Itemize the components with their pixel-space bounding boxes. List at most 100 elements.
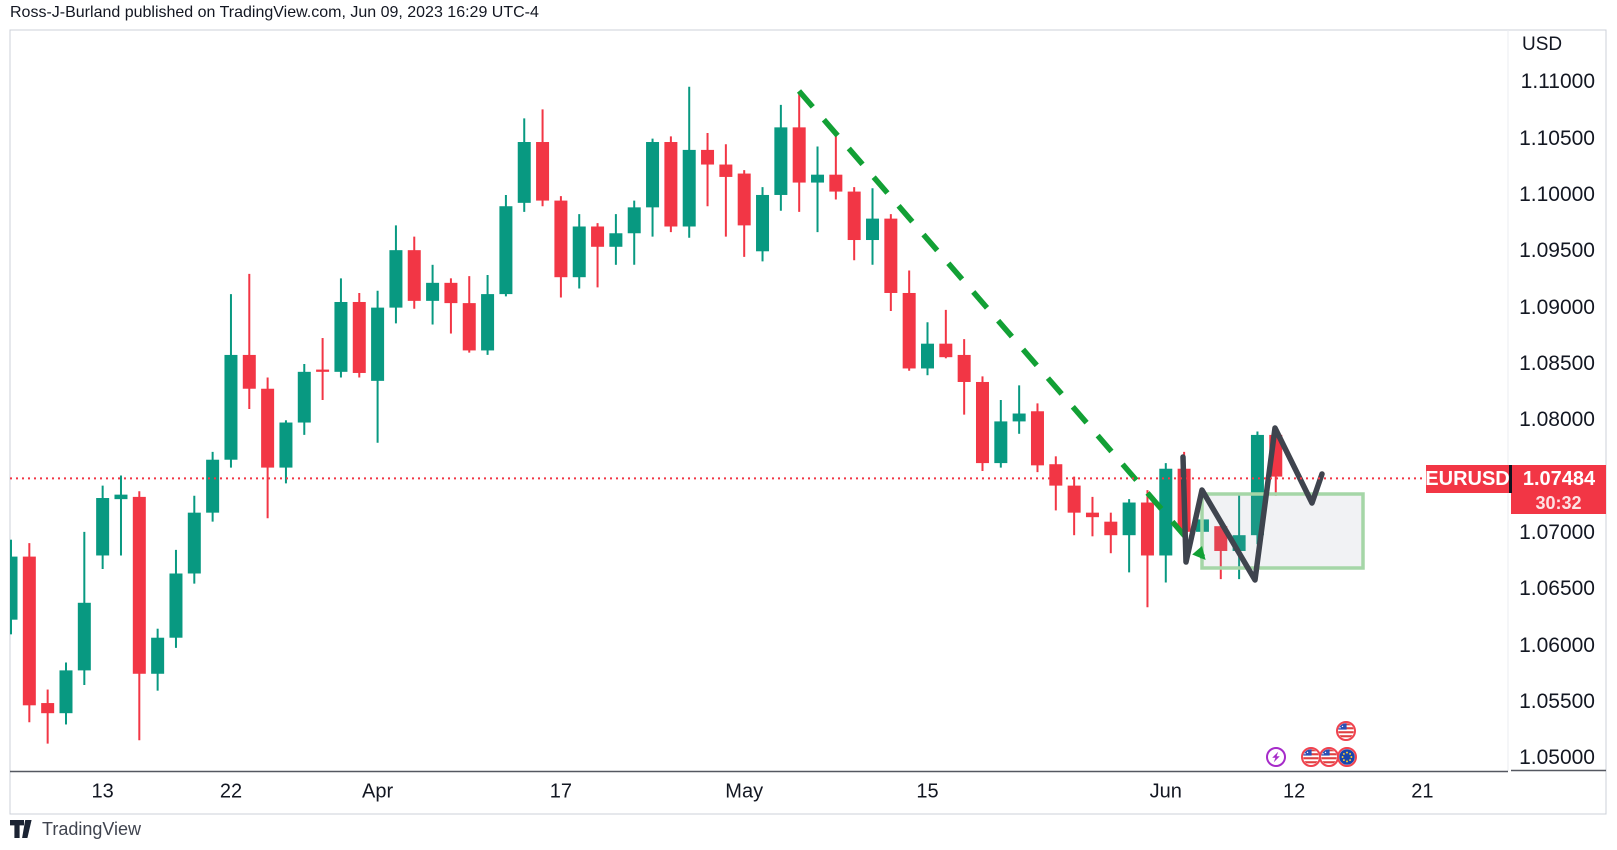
us-flag-icon[interactable] [1336,721,1356,741]
time-axis-label: 21 [1411,780,1434,803]
candle-apr-6 [426,264,440,325]
candle-jun-1 [1159,463,1173,583]
bar-countdown: 30:32 [1511,493,1606,514]
candle-apr-3 [371,290,385,443]
candle-apr-27 [701,132,715,207]
candle-may-17 [957,339,971,415]
candle-mar-31 [352,292,366,378]
candle-mar-7 [22,543,36,723]
price-axis-label: 1.08500 [1519,351,1595,375]
candle-mar-15 [132,491,146,741]
time-axis-label: Apr [362,780,394,803]
candle-mar-28 [297,363,311,435]
candle-mar-9 [59,662,73,725]
candle-jun-8 [1250,431,1264,545]
candle-apr-21 [627,200,641,265]
candle-apr-28 [719,144,733,237]
candle-mar-8 [41,689,55,744]
price-axis-currency: USD [1522,34,1563,55]
candle-may-5 [811,146,825,233]
candle-apr-5 [407,236,421,309]
candle-may-10 [866,188,880,265]
candle-apr-10 [462,276,476,353]
candle-apr-4 [389,225,403,324]
candle-may-3 [774,104,788,211]
candle-mar-22 [224,294,238,468]
candle-mar-10 [77,531,91,686]
candle-apr-17 [554,196,568,298]
speech-event-icon[interactable] [1266,747,1286,767]
candle-apr-13 [517,118,531,212]
candle-may-16 [939,309,953,359]
attribution-text: Ross-J-Burland published on TradingView.… [10,4,539,21]
chart-frame [9,29,1607,815]
price-axis-label: 1.09500 [1519,239,1595,263]
candle-apr-18 [572,214,586,289]
candle-mar-20 [187,495,201,584]
time-axis-label: 15 [916,780,939,803]
symbol-label: EURUSD [1425,465,1510,493]
candle-mar-6 [10,539,18,635]
candle-mar-17 [169,549,183,648]
price-axis-label: 1.09000 [1519,295,1595,319]
candle-may-4 [792,92,806,212]
downtrend-line-drawing[interactable] [796,89,1206,559]
candle-apr-12 [499,194,513,297]
candle-may-11 [884,214,898,311]
price-axis-label: 1.06500 [1519,577,1595,601]
candle-apr-26 [682,86,696,238]
price-axis-label: 1.05500 [1519,689,1595,713]
candle-may-2 [756,187,770,262]
candle-may-19 [994,400,1008,468]
trendline-arrowhead [1192,545,1206,561]
price-axis-label: 1.11000 [1520,70,1595,94]
tradingview-logo[interactable]: TradingView [10,819,141,840]
candle-may-29 [1104,512,1118,554]
candle-apr-19 [591,223,605,288]
plot-area[interactable] [5,86,1365,744]
candle-apr-11 [481,274,495,355]
price-axis-label: 1.06000 [1519,633,1595,657]
candle-may-24 [1049,456,1063,511]
candle-apr-14 [536,109,550,207]
candle-mar-24 [261,377,275,519]
candle-may-12 [902,270,916,371]
candle-may-26 [1085,496,1099,537]
us-flag-icon[interactable] [1301,747,1321,767]
time-axis-label: 13 [91,780,114,803]
candle-apr-20 [609,214,623,265]
time-axis-label: 12 [1282,780,1306,803]
candle-may-9 [847,187,861,261]
candle-may-22 [1012,385,1026,434]
candle-mar-21 [206,451,220,522]
candle-apr-25 [664,136,678,233]
time-axis-label: May [725,780,764,803]
price-axis-label: 1.07000 [1519,520,1595,544]
price-axis-label: 1.05000 [1519,746,1595,770]
zigzag-projection-drawing[interactable] [1180,425,1325,583]
price-axis-label: 1.10500 [1519,126,1595,150]
candle-mar-16 [151,628,165,691]
candle-may-18 [975,376,989,471]
last-price-label: 1.07484 [1512,465,1606,493]
candle-mar-29 [316,338,330,401]
candle-mar-27 [279,420,293,484]
price-axis-label: 1.10000 [1519,182,1595,206]
tradingview-logo-text: TradingView [42,819,142,839]
candle-may-25 [1067,476,1081,536]
eu-flag-icon[interactable] [1337,747,1357,767]
candle-mar-30 [334,278,348,378]
candle-may-23 [1030,403,1044,473]
candle-mar-13 [96,485,110,569]
us-flag-icon[interactable] [1319,747,1339,767]
time-axis-label: 17 [549,780,573,803]
candle-may-15 [921,322,934,376]
candle-apr-7 [444,278,458,334]
price-badge: EURUSD 1.07484 [1425,465,1606,493]
candle-apr-24 [646,138,660,237]
candle-may-1 [737,170,751,257]
badge-divider [1509,465,1512,493]
time-axis-label: 22 [219,780,243,803]
